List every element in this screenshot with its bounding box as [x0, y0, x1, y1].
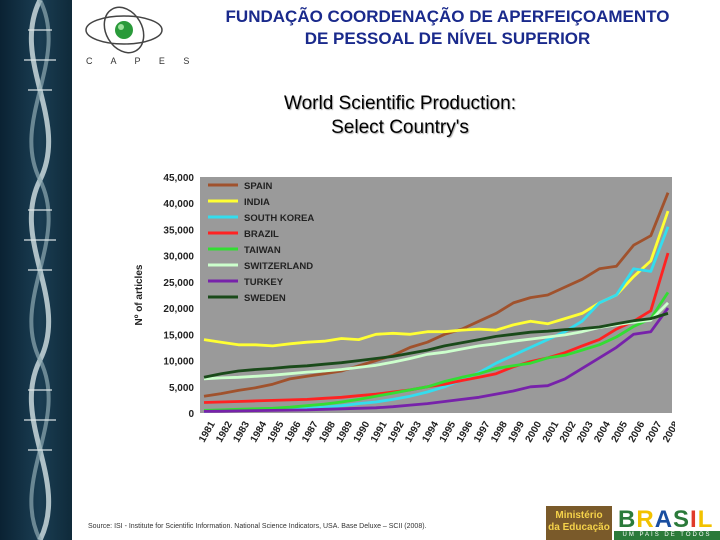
x-tick-label: 2005: [610, 419, 631, 444]
y-tick-label: 15,000: [163, 330, 194, 341]
legend-label: SWEDEN: [244, 293, 286, 304]
legend-label: TURKEY: [244, 277, 284, 288]
x-tick-label: 2003: [575, 419, 596, 444]
header-line-1: FUNDAÇÃO COORDENAÇÃO DE APERFEIÇOAMENTO: [225, 7, 670, 26]
x-tick-label: 1981: [197, 419, 218, 444]
brasil-letter: R: [636, 506, 655, 533]
x-tick-label: 2002: [558, 419, 579, 444]
series-line-india: [203, 210, 670, 348]
capes-logo-text: C A P E S: [86, 56, 198, 66]
y-axis-label: Nº of articles: [134, 264, 145, 325]
legend-label: TAIWAN: [244, 245, 281, 256]
series-line-turkey: [203, 307, 670, 413]
y-tick-label: 25,000: [163, 278, 194, 289]
institution-header: FUNDAÇÃO COORDENAÇÃO DE APERFEIÇOAMENTO …: [180, 6, 715, 50]
y-tick-label: 10,000: [163, 357, 194, 368]
x-tick-label: 1986: [283, 419, 304, 444]
x-tick-label: 1985: [266, 419, 287, 444]
source-citation: Source: ISI - Institute for Scientific I…: [88, 523, 427, 530]
series-line-sweden: [203, 312, 669, 379]
brasil-letter: A: [654, 506, 674, 533]
x-tick-label: 1991: [369, 419, 390, 444]
brasil-tagline: UM PAÍS DE TODOS: [614, 531, 720, 540]
x-tick-label: 1994: [420, 419, 441, 444]
x-tick-label: 2007: [644, 419, 665, 444]
legend-label: SPAIN: [244, 181, 272, 192]
header-line-2: DE PESSOAL DE NÍVEL SUPERIOR: [304, 29, 591, 48]
x-tick-label: 1989: [335, 419, 356, 444]
legend-label: SOUTH KOREA: [244, 213, 314, 224]
y-tick-label: 35,000: [163, 225, 194, 236]
brasil-logo: BRASIL UM PAÍS DE TODOS: [614, 506, 720, 540]
y-tick-label: 45,000: [163, 173, 194, 184]
x-tick-label: 1999: [506, 419, 527, 444]
brasil-letter: B: [618, 506, 637, 533]
brasil-letter: S: [673, 506, 691, 533]
x-tick-label: 1982: [214, 419, 235, 444]
x-tick-label: 2000: [524, 419, 545, 444]
y-tick-label: 30,000: [163, 252, 194, 263]
ministerio-line-2: da Educação: [548, 522, 610, 533]
series-line-spain: [203, 192, 670, 398]
ministerio-logo: Ministério da Educação: [546, 506, 612, 540]
brasil-word: BRASIL: [618, 506, 713, 534]
x-tick-label: 1996: [455, 419, 476, 444]
x-tick-label: 1992: [386, 419, 407, 444]
x-tick-label: 1993: [403, 419, 424, 444]
legend-label: SWITZERLAND: [244, 261, 313, 272]
y-tick-label: 20,000: [163, 304, 194, 315]
ministerio-line-1: Ministério: [555, 510, 603, 521]
brasil-letter: L: [697, 506, 714, 533]
y-tick-label: 0: [188, 409, 194, 420]
dna-sidebar-decoration: [0, 0, 72, 540]
capes-logo: [78, 2, 170, 74]
x-tick-label: 1997: [472, 419, 493, 444]
y-tick-label: 5,000: [169, 383, 194, 394]
x-tick-label: 1998: [489, 419, 510, 444]
line-chart: 0 5,000 10,000 15,000 20,000 25,000 30,000 35,0…: [134, 173, 675, 445]
dna-helix-icon: [24, 0, 56, 540]
title-line-2: Select Country's: [331, 117, 469, 138]
x-tick-label: 1988: [317, 419, 338, 444]
x-tick-label: 1984: [249, 419, 270, 444]
x-tick-label: 2008: [661, 419, 675, 444]
globe-logo-icon: [85, 6, 163, 54]
x-tick-label: 1987: [300, 419, 321, 444]
series-line-taiwan: [203, 291, 670, 412]
slide-title: World Scientific Production: Select Coun…: [160, 92, 640, 140]
y-tick-label: 40,000: [163, 199, 194, 210]
series-line-switzerland: [203, 301, 669, 381]
legend-label: BRAZIL: [244, 229, 279, 240]
x-tick-label: 1983: [231, 419, 252, 444]
brasil-letter: I: [690, 506, 698, 533]
x-tick-label: 2006: [627, 419, 648, 444]
title-line-1: World Scientific Production:: [284, 93, 516, 114]
legend-label: INDIA: [244, 197, 270, 208]
x-tick-label: 2004: [592, 419, 613, 444]
x-tick-label: 2001: [541, 419, 562, 444]
x-tick-label: 1995: [438, 419, 459, 444]
x-tick-label: 1990: [352, 419, 373, 444]
